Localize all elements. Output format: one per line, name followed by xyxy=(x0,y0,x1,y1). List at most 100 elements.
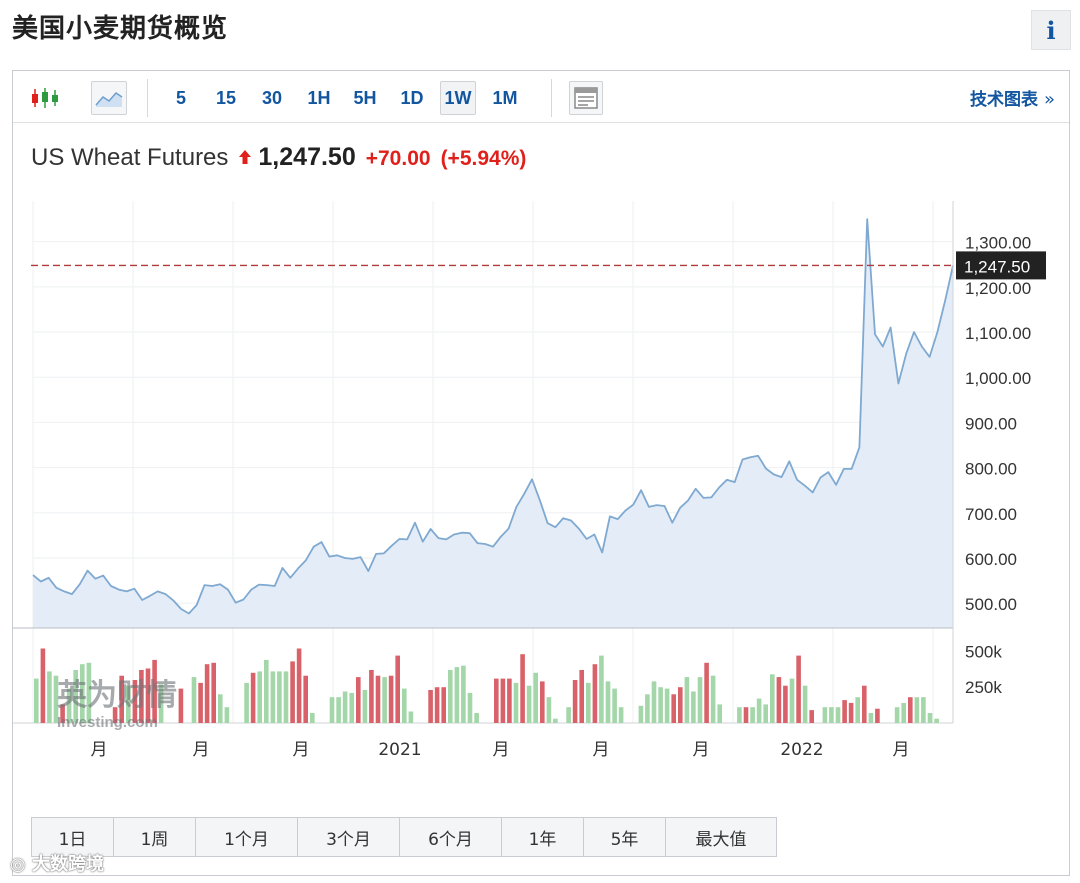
interval-1d[interactable]: 1D xyxy=(400,87,424,108)
candlestick-chart-button[interactable] xyxy=(27,81,63,115)
volume-bar xyxy=(829,707,834,723)
technical-chart-link[interactable]: 技术图表» xyxy=(970,85,1055,110)
volume-bar xyxy=(198,682,203,723)
y-tick-label: 1,300.00 xyxy=(965,234,1031,253)
interval-5h[interactable]: 5H xyxy=(353,87,377,108)
y-tick-label: 1,200.00 xyxy=(965,279,1031,298)
volume-bar xyxy=(139,670,144,723)
volume-bar xyxy=(467,692,473,723)
volume-bar xyxy=(927,713,933,723)
price-line xyxy=(32,218,954,615)
range-5-years[interactable]: 5年 xyxy=(584,818,666,856)
interval-15[interactable]: 15 xyxy=(215,87,237,108)
volume-bar xyxy=(770,674,775,723)
volume-bar xyxy=(211,662,216,723)
volume-bar xyxy=(204,664,210,723)
volume-bar xyxy=(270,671,276,723)
volume-bar xyxy=(862,685,867,723)
volume-bar xyxy=(356,677,361,723)
volume-bar xyxy=(454,667,460,723)
range-6-months[interactable]: 6个月 xyxy=(400,818,502,856)
volume-bar xyxy=(855,697,860,723)
volume-bar xyxy=(763,704,768,723)
y-tick-label: 800.00 xyxy=(965,460,1017,479)
x-tick-label: 月 xyxy=(193,740,210,760)
volume-bar xyxy=(743,707,749,723)
volume-bar xyxy=(526,685,532,723)
volume-bar xyxy=(809,710,814,723)
volume-bar xyxy=(257,671,262,723)
price-area-fill xyxy=(33,219,953,628)
investing-logo-subtext: Investing.com xyxy=(57,714,158,731)
volume-bar xyxy=(349,692,354,723)
volume-bar xyxy=(73,670,78,723)
volume-bar xyxy=(704,662,709,723)
volume-bar xyxy=(822,707,828,723)
interval-1w[interactable]: 1W xyxy=(440,81,476,115)
interval-5[interactable]: 5 xyxy=(175,87,186,108)
volume-bar xyxy=(776,677,782,723)
volume-bar xyxy=(599,655,604,723)
volume-bar xyxy=(329,697,335,723)
range-1-day[interactable]: 1日 xyxy=(32,818,114,856)
volume-bar xyxy=(303,675,308,723)
volume-bar xyxy=(224,707,230,723)
range-1-year[interactable]: 1年 xyxy=(502,818,584,856)
volume-bar xyxy=(572,680,578,723)
candlestick-icon xyxy=(32,88,58,108)
volume-bar xyxy=(638,705,644,723)
volume-bar xyxy=(112,707,118,723)
volume-bar xyxy=(658,687,663,723)
chart-canvas: 500.00 600.00 700.00 800.00 900.00 1,000.00 1,… xyxy=(13,201,1046,760)
range-1-week[interactable]: 1周 xyxy=(114,818,196,856)
volume-bar xyxy=(244,682,249,723)
volume-bar xyxy=(369,670,374,723)
volume-bar xyxy=(783,685,788,723)
range-max[interactable]: 最大值 xyxy=(695,829,747,850)
volume-bar xyxy=(218,694,223,723)
investing-logo-watermark: 英为财情 xyxy=(57,678,177,713)
volume-bar xyxy=(158,684,164,723)
volume-bar xyxy=(586,682,591,723)
interval-1h[interactable]: 1H xyxy=(307,87,331,108)
volume-tick-label: 250k xyxy=(965,678,1002,697)
volume-bar xyxy=(145,668,151,723)
volume-bar xyxy=(310,713,315,723)
volume-bar xyxy=(868,713,874,723)
technical-chart-label: 技术图表 xyxy=(969,90,1038,110)
volume-bar xyxy=(474,713,479,723)
volume-bar xyxy=(875,708,880,723)
y-tick-label: 1,100.00 xyxy=(965,324,1031,343)
up-arrow-icon xyxy=(239,150,252,164)
price-change: +70.00 xyxy=(365,147,431,170)
area-chart-button[interactable] xyxy=(91,81,127,115)
volume-bar xyxy=(132,680,138,723)
volume-bar xyxy=(448,670,453,723)
volume-bar xyxy=(290,661,295,723)
volume-bar xyxy=(441,687,446,723)
volume-bar xyxy=(250,672,256,723)
interval-1m[interactable]: 1M xyxy=(492,87,518,108)
volume-bar xyxy=(671,694,676,723)
volume-bar xyxy=(546,697,552,723)
volume-bar xyxy=(500,678,506,723)
volume-bar xyxy=(684,677,690,723)
volume-bar xyxy=(191,677,197,723)
volume-bar xyxy=(40,648,46,723)
interval-30[interactable]: 30 xyxy=(261,87,283,108)
volume-bar xyxy=(737,707,742,723)
data-table-button[interactable] xyxy=(569,81,603,115)
volume-bar xyxy=(264,659,269,723)
info-button[interactable]: i xyxy=(1031,10,1071,50)
range-1-month[interactable]: 1个月 xyxy=(196,818,298,856)
current-price-tag-label: 1,247.50 xyxy=(964,257,1030,276)
volume-bar xyxy=(802,685,808,723)
volume-bar xyxy=(756,698,762,723)
volume-bar xyxy=(678,687,683,723)
range-3-months[interactable]: 3个月 xyxy=(298,818,400,856)
x-tick-label: 月 xyxy=(893,740,910,760)
volume-bar xyxy=(434,687,440,723)
chevron-right-icon: » xyxy=(1043,89,1055,110)
volume-bar xyxy=(296,648,302,723)
quote-header: US Wheat Futures 1,247.50 +70.00 (+5.94%… xyxy=(31,143,526,173)
